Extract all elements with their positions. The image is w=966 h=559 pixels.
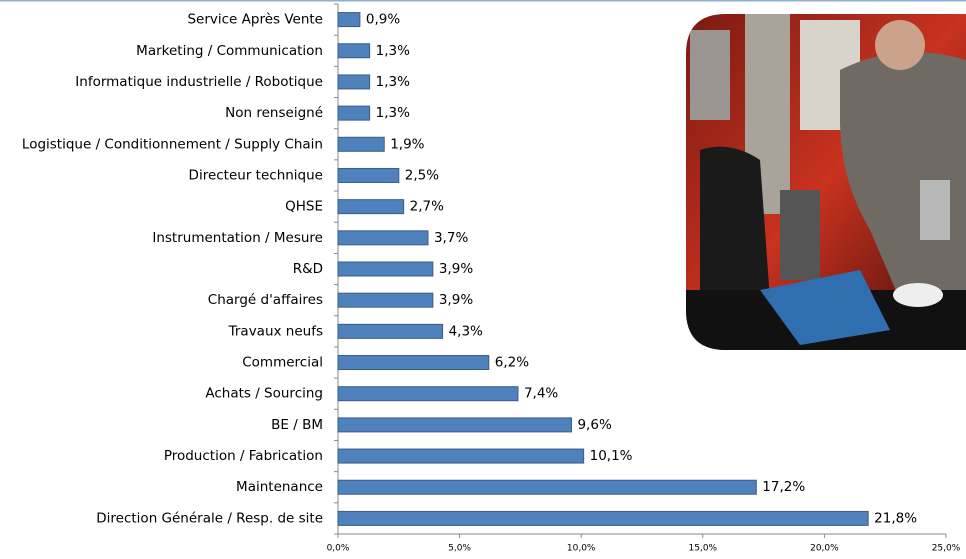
value-label: 21,8% <box>874 510 917 526</box>
bar <box>337 355 490 371</box>
value-label: 7,4% <box>524 386 558 402</box>
x-tick-label: 5,0% <box>448 544 471 554</box>
value-label: 3,9% <box>439 292 473 308</box>
value-label: 1,3% <box>376 105 410 121</box>
y-tick-label: Logistique / Conditionnement / Supply Ch… <box>22 136 323 152</box>
y-tick-label: Direction Générale / Resp. de site <box>96 510 323 526</box>
bar <box>337 323 444 339</box>
y-tick-label: Achats / Sourcing <box>205 386 323 402</box>
value-label: 6,2% <box>495 355 529 371</box>
x-tick-label: 20,0% <box>810 544 839 554</box>
value-label: 0,9% <box>366 12 400 28</box>
bar <box>337 510 869 526</box>
x-tick-label: 10,0% <box>567 544 596 554</box>
x-tick-label: 0,0% <box>327 544 350 554</box>
value-label: 3,9% <box>439 261 473 277</box>
y-tick-label: Production / Fabrication <box>164 448 323 464</box>
x-tick-label: 25,0% <box>932 544 961 554</box>
y-tick-label: Instrumentation / Mesure <box>152 230 323 246</box>
value-label: 2,5% <box>405 167 439 183</box>
value-label: 2,7% <box>410 199 444 215</box>
y-tick-label: Travaux neufs <box>228 323 323 339</box>
value-label: 1,9% <box>390 136 424 152</box>
bar <box>337 74 371 90</box>
y-tick-label: BE / BM <box>271 417 323 433</box>
value-label: 3,7% <box>434 230 468 246</box>
y-tick-label: Non renseigné <box>225 105 323 121</box>
value-label: 9,6% <box>577 417 611 433</box>
value-label: 4,3% <box>449 323 483 339</box>
bar <box>337 230 429 246</box>
y-tick-label: Marketing / Communication <box>136 43 323 59</box>
y-tick-label: QHSE <box>285 199 323 215</box>
bar <box>337 417 572 433</box>
bar <box>337 43 371 59</box>
bar <box>337 292 434 308</box>
value-label: 1,3% <box>376 74 410 90</box>
bar <box>337 261 434 277</box>
bar <box>337 386 519 402</box>
bar <box>337 105 371 121</box>
bar <box>337 479 757 495</box>
y-tick-label: Informatique industrielle / Robotique <box>75 74 323 90</box>
bar <box>337 167 400 183</box>
y-tick-label: Commercial <box>242 355 323 371</box>
y-tick-label: R&D <box>293 261 323 277</box>
bar <box>337 136 385 152</box>
value-label: 10,1% <box>590 448 633 464</box>
bar <box>337 199 405 215</box>
y-tick-label: Chargé d'affaires <box>208 292 323 308</box>
y-tick-label: Directeur technique <box>189 167 323 183</box>
x-tick-label: 15,0% <box>689 544 718 554</box>
bar <box>337 12 361 28</box>
y-tick-label: Maintenance <box>236 479 323 495</box>
y-tick-label: Service Après Vente <box>187 12 323 28</box>
value-label: 17,2% <box>762 479 805 495</box>
photo <box>686 14 966 350</box>
bar <box>337 448 585 464</box>
value-label: 1,3% <box>376 43 410 59</box>
